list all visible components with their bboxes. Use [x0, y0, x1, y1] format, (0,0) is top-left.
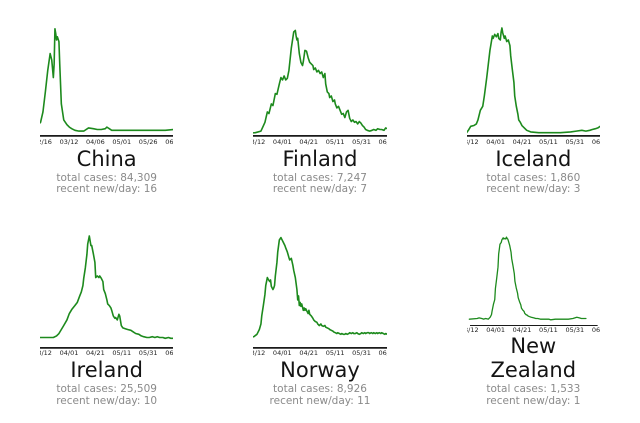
line-chart-ireland — [40, 234, 174, 349]
x-tick-label: 04/01 — [272, 137, 292, 146]
x-tick-label: 05/11 — [112, 349, 132, 357]
recent-newday-label: recent new/day: 11 — [269, 394, 371, 407]
x-tick-label: 06/20 — [165, 137, 174, 146]
data-line — [253, 236, 387, 338]
x-tick-label: 06/20 — [378, 137, 387, 146]
x-tick-label: 04/21 — [512, 326, 532, 335]
total-cases-label: total cases: 7,247 — [273, 171, 367, 184]
x-tick-label: 06/20 — [165, 349, 174, 357]
line-chart-new-zealand — [468, 235, 598, 326]
x-tick-label: 05/31 — [565, 137, 585, 146]
line-chart-iceland — [466, 27, 600, 137]
x-tick-label: 03/12 — [253, 349, 266, 357]
x-tick-label: 05/26 — [138, 137, 158, 146]
x-tick-label: 05/11 — [325, 349, 345, 357]
total-cases-label: total cases: 1,533 — [486, 383, 581, 395]
total-cases-label: total cases: 25,509 — [56, 383, 157, 395]
chart-title: China — [76, 146, 137, 171]
x-tick-label: 06/20 — [591, 326, 600, 335]
x-tick-label: 05/11 — [539, 326, 558, 335]
total-cases-label: total cases: 8,926 — [273, 383, 367, 395]
x-tick-label: 04/06 — [85, 137, 105, 146]
chart-title: Iceland — [495, 146, 572, 171]
x-tick-label: 04/21 — [85, 349, 105, 357]
x-tick-label: 04/01 — [272, 349, 292, 357]
x-tick-label: 05/11 — [325, 137, 345, 146]
total-cases-label: total cases: 1,860 — [486, 171, 581, 184]
x-tick-label: 04/21 — [512, 137, 532, 146]
data-line — [40, 27, 174, 132]
x-tick-label: 04/21 — [299, 349, 319, 357]
chart-title: Norway — [280, 358, 360, 382]
recent-newday-label: recent new/day: 16 — [56, 183, 158, 195]
x-tick-label: 05/31 — [565, 326, 585, 335]
x-tick-label: 05/31 — [138, 349, 158, 357]
x-tick-label: 03/12 — [467, 326, 479, 335]
chart-title: Ireland — [70, 358, 143, 382]
data-line — [466, 27, 600, 134]
data-line — [253, 29, 387, 134]
recent-newday-label: recent new/day: 7 — [272, 183, 368, 195]
x-tick-label: 04/01 — [486, 326, 505, 335]
data-line — [40, 234, 174, 339]
x-tick-label: 02/16 — [40, 137, 52, 146]
x-tick-label: 05/11 — [539, 137, 558, 146]
x-tick-label: 03/12 — [467, 137, 479, 146]
chart-title: Finland — [282, 146, 358, 171]
recent-newday-label: recent new/day: 3 — [486, 183, 581, 195]
x-tick-label: 03/12 — [40, 349, 52, 357]
recent-newday-label: recent new/day: 1 — [486, 394, 581, 407]
data-line — [468, 235, 587, 320]
total-cases-label: total cases: 84,309 — [56, 171, 157, 184]
x-tick-label: 06/20 — [378, 349, 387, 357]
x-tick-label: 06/20 — [591, 137, 600, 146]
line-chart-china — [40, 27, 174, 137]
line-chart-norway — [253, 236, 387, 349]
line-chart-finland — [253, 29, 387, 137]
x-tick-label: 04/01 — [486, 137, 505, 146]
x-tick-label: 05/31 — [352, 349, 371, 357]
x-tick-label: 04/01 — [59, 349, 79, 357]
x-tick-label: 05/01 — [112, 137, 132, 146]
x-tick-label: 05/31 — [352, 137, 371, 146]
x-tick-label: 04/21 — [299, 137, 319, 146]
x-tick-label: 03/12 — [59, 137, 79, 146]
recent-newday-label: recent new/day: 10 — [56, 394, 158, 407]
x-tick-label: 03/12 — [253, 137, 266, 146]
chart-title: New Zealand — [490, 334, 577, 382]
